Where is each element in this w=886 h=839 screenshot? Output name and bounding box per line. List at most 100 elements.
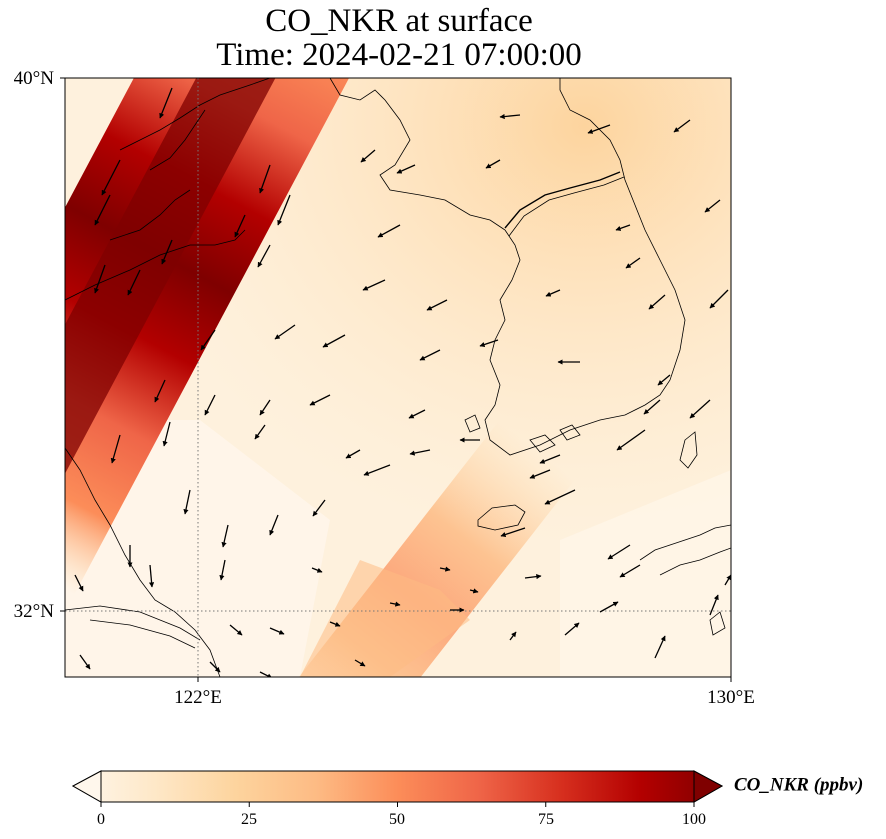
wind-arrow <box>259 164 271 194</box>
wind-arrow <box>625 257 641 269</box>
map-frame <box>64 77 732 678</box>
wind-arrow <box>469 588 479 594</box>
coastlines <box>65 78 731 677</box>
wind-arrow <box>329 621 341 627</box>
wind-arrow <box>648 294 666 310</box>
wind-arrow <box>689 399 711 419</box>
wind-arrow <box>254 424 266 440</box>
wind-arrow <box>209 661 221 673</box>
colorbar-tick-label: 50 <box>389 811 405 828</box>
wind-arrow <box>259 399 271 416</box>
wind-arrow <box>229 624 243 636</box>
wind-arrow <box>362 279 386 291</box>
map-title: CO_NKR at surface Time: 2024-02-21 07:00… <box>0 4 798 72</box>
wind-arrow <box>219 559 226 581</box>
wind-arrow <box>148 564 155 588</box>
wind-arrow <box>234 214 246 238</box>
wind-arrow <box>277 194 291 226</box>
wind-arrow <box>127 269 141 296</box>
colorbar: 0 25 50 75 100 CO_NKR (ppbv) <box>71 770 863 828</box>
wind-arrow <box>110 434 121 464</box>
wind-arrow <box>269 627 285 635</box>
lon-tick-label-122: 122°E <box>174 687 222 708</box>
colorbar-title: CO_NKR (ppbv) <box>734 774 863 795</box>
wind-arrow <box>724 574 731 586</box>
wind-arrow <box>529 469 551 479</box>
wind-arrow <box>162 421 171 447</box>
wind-arrow <box>426 299 448 311</box>
wind-arrow <box>154 379 166 403</box>
colorbar-tick-label: 0 <box>97 811 105 828</box>
wind-arrow <box>311 567 323 573</box>
wind-arrow <box>204 394 216 416</box>
wind-arrow <box>499 113 521 120</box>
colorbar-extend-low <box>71 770 102 803</box>
wind-arrow <box>479 339 499 347</box>
colorbar-extend-high <box>693 770 724 803</box>
wind-arrow <box>363 464 391 476</box>
wind-arrow <box>619 564 641 578</box>
wind-arrow <box>183 489 191 515</box>
wind-arrow <box>657 374 671 386</box>
wind-arrow <box>587 124 611 134</box>
wind-arrow <box>709 594 719 616</box>
wind-arrow <box>500 527 526 537</box>
wind-arrow <box>74 574 84 592</box>
wind-arrow <box>221 524 229 548</box>
wind-arrow <box>654 635 666 659</box>
wind-arrow <box>79 654 91 670</box>
wind-arrow <box>704 199 721 213</box>
title-line-2: Time: 2024-02-21 07:00:00 <box>216 37 582 73</box>
wind-vectors <box>74 87 731 677</box>
wind-arrow <box>564 622 580 636</box>
wind-arrow <box>94 264 106 294</box>
wind-arrow <box>599 601 619 613</box>
wind-arrow <box>101 159 121 196</box>
wind-arrow <box>419 349 441 361</box>
wind-arrow <box>309 394 331 406</box>
wind-arrow <box>607 544 631 560</box>
wind-arrow <box>545 289 561 297</box>
colorbar-tick-label: 25 <box>241 811 257 828</box>
wind-arrow <box>509 631 517 641</box>
wind-arrow <box>312 499 326 517</box>
wind-arrow <box>360 149 376 163</box>
wind-arrow <box>259 671 273 677</box>
wind-arrow <box>673 119 691 133</box>
wind-arrow <box>269 514 279 536</box>
colorbar-tick-label: 100 <box>682 811 706 828</box>
wind-arrow <box>257 244 271 268</box>
wind-arrow <box>544 489 576 505</box>
lat-tick-label-40: 40°N <box>14 68 55 89</box>
wind-arrow <box>322 334 346 348</box>
wind-arrow <box>409 449 431 456</box>
colorbar-body <box>71 770 724 803</box>
wind-arrow <box>539 454 561 464</box>
wind-arrow <box>615 224 631 231</box>
lat-tick-label-32: 32°N <box>14 601 55 622</box>
lon-tick-label-130: 130°E <box>707 687 755 708</box>
wind-arrow <box>396 164 416 174</box>
axis-ticks <box>60 77 732 682</box>
wind-arrow <box>408 409 426 419</box>
concentration-field <box>65 78 731 677</box>
wind-arrow <box>709 289 729 309</box>
colorbar-tick-label: 75 <box>538 811 554 828</box>
wind-arrow <box>94 194 111 226</box>
wind-arrow <box>159 87 173 119</box>
wind-arrow <box>161 239 173 265</box>
wind-arrow <box>439 566 451 572</box>
wind-arrow <box>274 324 296 340</box>
wind-arrow <box>616 429 646 451</box>
wind-arrow <box>345 449 361 459</box>
wind-arrow <box>377 224 401 238</box>
wind-arrow <box>354 659 366 667</box>
gridlines <box>65 78 731 677</box>
wind-arrow <box>524 574 542 580</box>
title-line-1: CO_NKR at surface <box>265 3 533 39</box>
wind-arrow <box>200 329 216 351</box>
wind-arrow <box>643 399 661 415</box>
wind-arrow <box>389 601 401 607</box>
wind-arrow <box>485 159 501 169</box>
